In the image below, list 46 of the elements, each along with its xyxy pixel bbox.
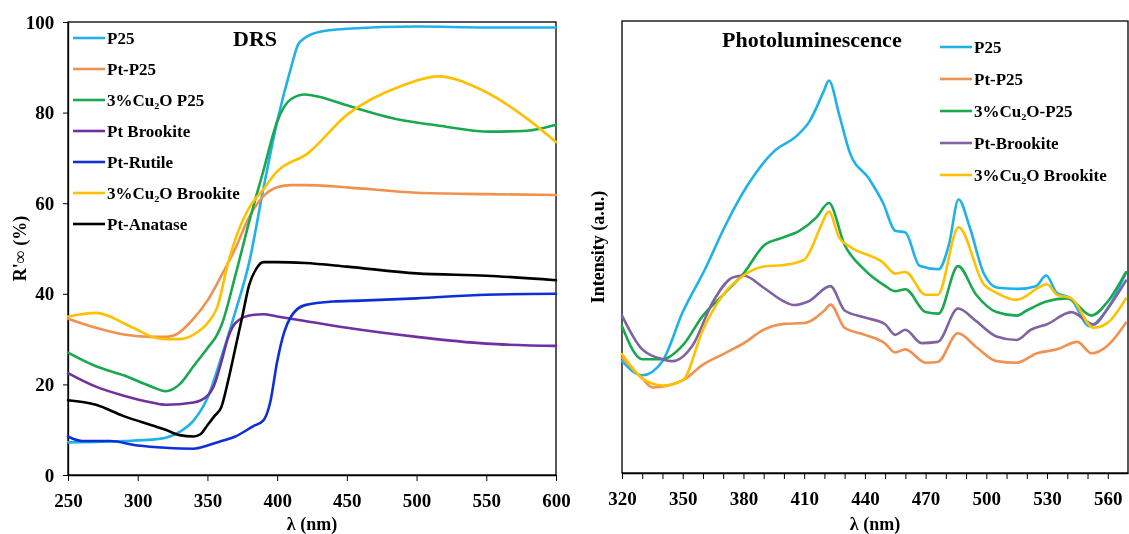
chart-title: DRS xyxy=(233,26,278,51)
legend-label: Pt-P25 xyxy=(107,60,157,79)
x-tick-label: 320 xyxy=(608,487,637,509)
x-tick-label: 400 xyxy=(263,489,292,511)
x-tick-label: 530 xyxy=(1033,487,1062,509)
legend-label: 3%Cu₂O Brookite xyxy=(974,166,1108,185)
x-tick-label: 600 xyxy=(542,489,571,511)
x-tick-label: 300 xyxy=(123,489,153,511)
line-series xyxy=(66,183,558,339)
y-tick-label: 60 xyxy=(35,192,55,214)
line-series xyxy=(66,312,558,407)
legend-label: P25 xyxy=(974,38,1002,57)
legend-label: P25 xyxy=(107,29,135,48)
x-axis-title: λ (nm) xyxy=(286,514,338,534)
x-tick-label: 350 xyxy=(668,487,698,509)
line-series xyxy=(66,292,558,451)
x-tick-label: 250 xyxy=(54,489,83,511)
x-tick-label: 410 xyxy=(790,487,819,509)
legend-label: Pt-Brookite xyxy=(974,134,1060,153)
legend-label: Pt-P25 xyxy=(974,70,1024,89)
legend-label: Pt Brookite xyxy=(107,122,191,141)
legend-label: Pt-Anatase xyxy=(107,215,188,234)
x-tick-label: 550 xyxy=(472,489,502,511)
x-tick-label: 350 xyxy=(193,489,223,511)
x-tick-label: 500 xyxy=(972,487,1002,509)
legend-label: Pt-Rutile xyxy=(107,153,174,172)
chart-title: Photoluminescence xyxy=(722,27,902,52)
x-axis-title: λ (nm) xyxy=(849,514,901,534)
x-tick-label: 450 xyxy=(333,489,362,511)
y-tick-label: 0 xyxy=(44,464,55,486)
y-tick-label: 20 xyxy=(35,373,55,395)
x-tick-label: 500 xyxy=(402,489,432,511)
legend-label: 3%Cu₂O-P25 xyxy=(974,102,1073,121)
y-tick-label: 100 xyxy=(25,11,55,33)
x-tick-label: 380 xyxy=(729,487,759,509)
y-tick-label: 40 xyxy=(35,283,55,305)
y-axis-title: R'∞ (%) xyxy=(10,215,31,282)
legend-label: 3%Cu₂O Brookite xyxy=(107,184,241,203)
y-tick-label: 80 xyxy=(35,102,55,124)
line-series xyxy=(66,93,558,393)
legend-label: 3%Cu₂O P25 xyxy=(107,91,205,110)
x-tick-label: 470 xyxy=(911,487,941,509)
y-axis-title: Intensity (a.u.) xyxy=(588,190,609,304)
x-tick-label: 440 xyxy=(851,487,880,509)
x-tick-label: 560 xyxy=(1094,487,1123,509)
line-series xyxy=(66,75,558,341)
